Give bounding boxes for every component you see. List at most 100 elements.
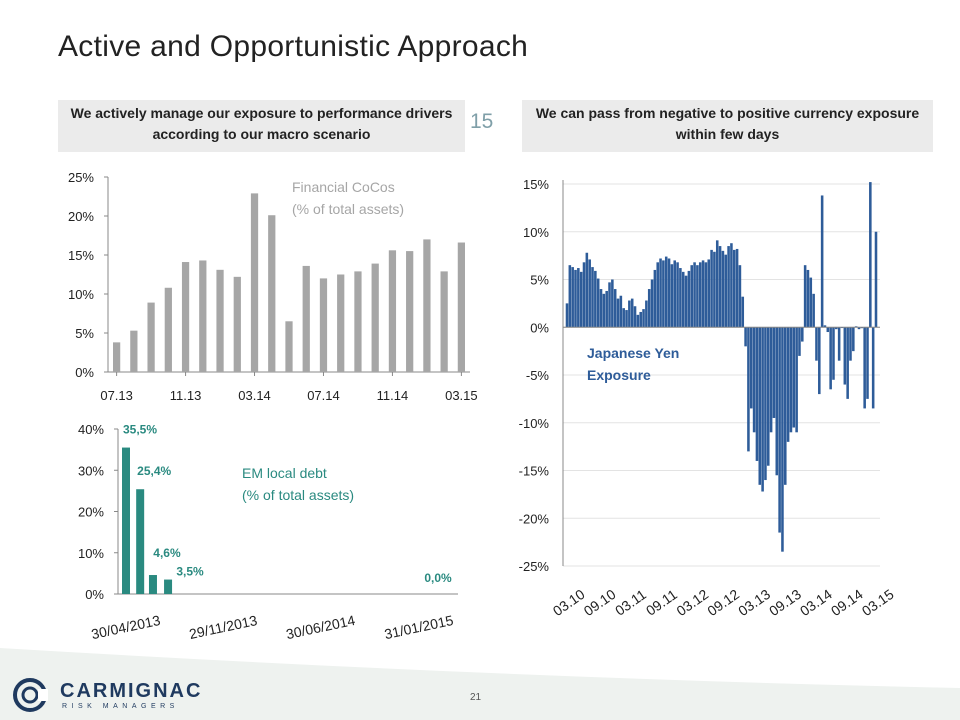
jpy-bar — [781, 327, 784, 552]
jpy-bar — [656, 262, 659, 328]
jpy-bar — [611, 279, 614, 328]
jpy-bar — [792, 327, 796, 428]
em-debt-bar — [148, 575, 157, 594]
em-debt-annotation: (% of total assets) — [242, 487, 354, 503]
y-tick-label: 10% — [523, 225, 549, 240]
jpy-bar — [599, 289, 603, 328]
jpy-bar — [650, 279, 654, 328]
jpy-bar — [616, 298, 620, 328]
page-number: 21 — [470, 692, 482, 703]
y-tick-label: 0% — [85, 587, 104, 602]
logo-tagline: RISK MANAGERS — [62, 703, 179, 710]
cocos-bar — [181, 262, 190, 372]
cocos-bar — [268, 215, 276, 372]
jpy-bar — [749, 327, 753, 409]
jpy-bar — [704, 262, 708, 328]
jpy-bar — [820, 195, 824, 328]
jpy-bar — [574, 269, 577, 328]
x-tick-label: 07.14 — [307, 388, 340, 403]
x-tick-label: 11.13 — [170, 388, 202, 403]
jpy-bar — [710, 249, 713, 328]
em-debt-data-label: 3,5% — [176, 565, 204, 579]
jpy-bar — [591, 267, 594, 328]
y-tick-label: 0% — [75, 365, 94, 380]
jpy-bar — [690, 265, 694, 328]
jpy-bar — [681, 271, 685, 328]
jpy-bar — [863, 327, 866, 409]
jpy-bar — [670, 264, 674, 328]
jpy-bar — [628, 300, 631, 328]
cocos-annotation: Financial CoCos — [292, 179, 395, 195]
jpy-bar — [653, 269, 657, 328]
y-tick-label: 25% — [68, 170, 94, 185]
jpy-bar — [713, 251, 716, 328]
x-tick-label: 03.10 — [550, 586, 588, 619]
jpy-bar — [803, 265, 807, 328]
cocos-bar — [302, 265, 310, 372]
jpy-bar — [679, 268, 682, 328]
jpy-bar — [664, 256, 668, 328]
cocos-bar — [388, 250, 397, 372]
y-tick-label: 0% — [530, 320, 549, 335]
y-tick-label: -20% — [519, 511, 550, 526]
jpy-bar — [832, 327, 835, 380]
jpy-bar — [698, 262, 702, 328]
jpy-bar — [673, 260, 677, 328]
cocos-annotation: (% of total assets) — [292, 201, 404, 217]
y-tick-label: 15% — [523, 177, 549, 192]
jpy-bar — [786, 327, 790, 442]
left-section-header: We actively manage our exposure to perfo… — [58, 100, 465, 152]
cocos-bar — [319, 278, 328, 372]
x-tick-label: 09.13 — [766, 586, 804, 619]
jpy-bar — [849, 327, 852, 361]
jpy-bar — [687, 270, 691, 328]
jpy-bar — [633, 306, 637, 328]
footer-band — [0, 648, 960, 720]
logo-wordmark: CARMIGNAC — [60, 680, 203, 702]
jpy-bar — [568, 265, 572, 328]
jpy-bar — [852, 327, 855, 352]
jpy-bar — [571, 267, 574, 328]
cocos-bar — [147, 302, 155, 372]
jpy-bar — [715, 240, 719, 328]
jpy-bar — [778, 327, 781, 533]
x-tick-label: 03.15 — [859, 586, 897, 619]
y-tick-label: 10% — [78, 546, 104, 561]
logo-mark-icon — [13, 678, 48, 712]
jpy-bar — [588, 259, 591, 328]
x-tick-label: 07.13 — [100, 388, 133, 403]
jpy-bar — [662, 260, 665, 328]
jpy-bar — [579, 271, 583, 328]
right-section-header: We can pass from negative to positive cu… — [522, 100, 933, 152]
em-debt-annotation: EM local debt — [242, 465, 327, 481]
stray-number: 15 — [470, 110, 494, 133]
jpy-bar — [843, 327, 847, 385]
jpy-bar — [647, 289, 651, 328]
jpy-bar — [818, 327, 821, 395]
jpy-bar — [718, 246, 722, 328]
x-tick-label: 03.12 — [673, 586, 711, 619]
x-tick-label: 09.12 — [704, 586, 742, 619]
x-tick-label: 09.10 — [581, 586, 619, 619]
jpy-bar — [769, 327, 773, 433]
x-tick-label: 03.14 — [797, 586, 835, 619]
jpy-bar — [693, 262, 696, 328]
em-debt-data-label: 35,5% — [123, 423, 157, 437]
y-tick-label: 20% — [68, 209, 94, 224]
jpy-bar — [659, 258, 662, 328]
cocos-bar — [164, 287, 172, 372]
jpy-bar — [701, 260, 705, 328]
x-tick-label: 03.15 — [445, 388, 478, 403]
jpy-bar — [639, 311, 642, 328]
jpy-bar — [613, 289, 617, 328]
y-tick-label: 20% — [78, 505, 104, 520]
cocos-bar — [354, 271, 362, 372]
cocos-bar — [406, 251, 414, 372]
jpy-bar — [871, 327, 875, 409]
jpy-bar — [761, 327, 764, 492]
jpy-bar — [869, 182, 872, 328]
x-tick-label: 03.13 — [735, 586, 773, 619]
jpy-bar — [744, 327, 747, 347]
